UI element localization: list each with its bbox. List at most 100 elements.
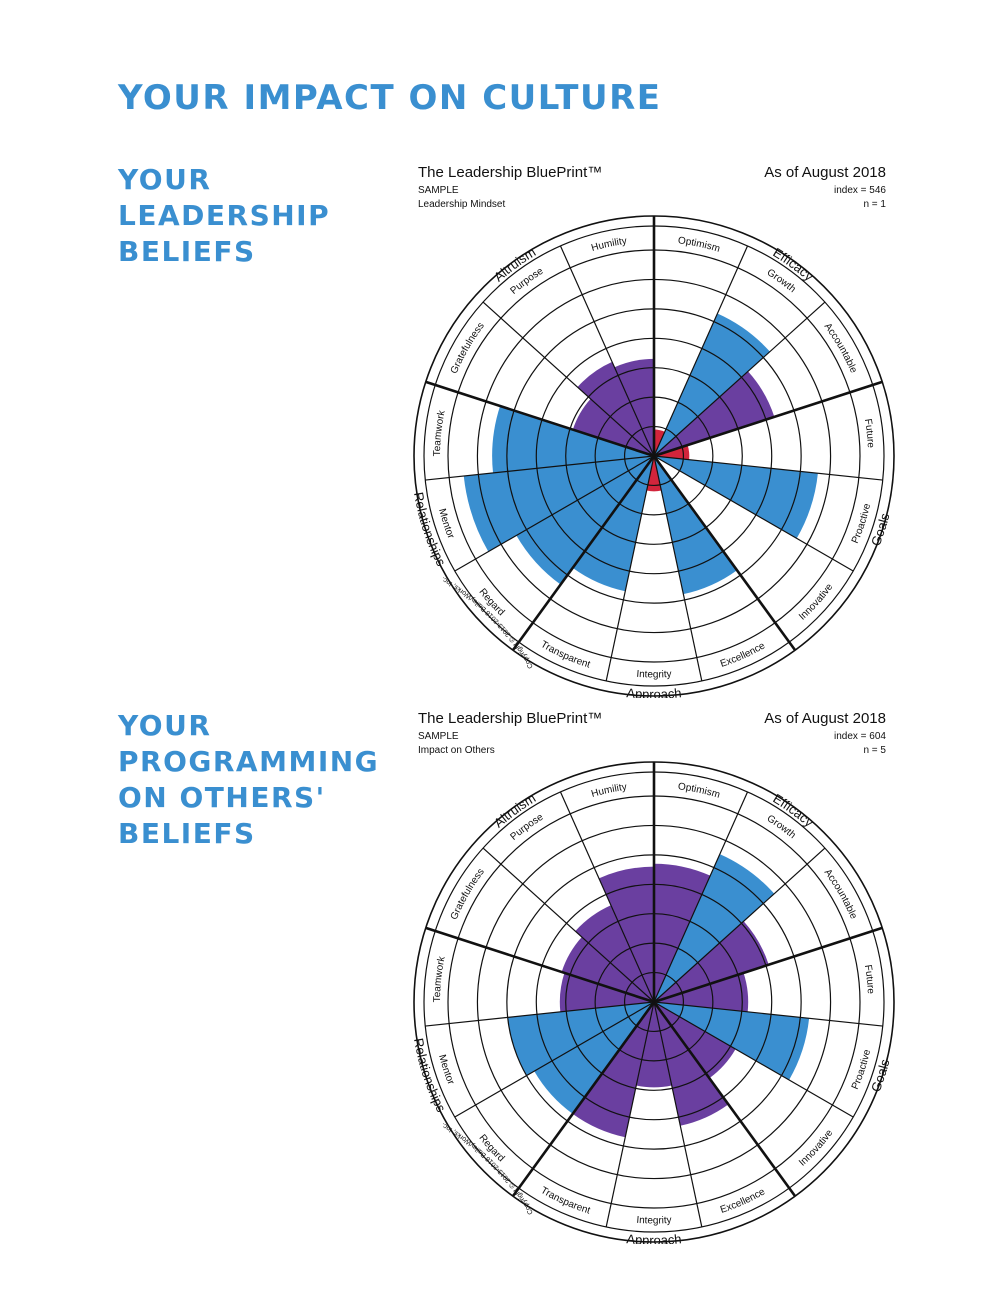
group-divider — [652, 455, 797, 651]
chart-n: n = 5 — [863, 745, 886, 756]
heading-line: LEADERSHIP — [118, 199, 331, 232]
segment-divider — [653, 455, 883, 481]
bar-accountable — [654, 921, 769, 1002]
segment-divider — [482, 847, 655, 1003]
segment-label: Integrity — [636, 669, 672, 681]
heading-line: BELIEFS — [118, 817, 256, 850]
segment-divider — [605, 455, 655, 682]
bar-integrity — [636, 1002, 672, 1088]
segment-divider — [653, 791, 749, 1003]
segment-divider — [605, 1001, 655, 1228]
bar-gratefulness — [572, 398, 654, 456]
segment-label: Transparent — [539, 1185, 592, 1217]
section-heading-leadership-beliefs: YOUR LEADERSHIP BELIEFS — [118, 162, 330, 270]
bars — [507, 854, 810, 1138]
segment-label: Teamwork — [432, 955, 448, 1003]
bar-transparent — [572, 1002, 654, 1138]
chart-subtitle: Impact on Others — [418, 745, 495, 756]
polar-wheel: OptimismGrowthAccountableEfficacyFutureP… — [412, 215, 895, 698]
group-divider — [653, 380, 883, 458]
group-divider — [511, 455, 656, 651]
group-divider — [425, 926, 655, 1004]
bar-gratefulness — [561, 937, 654, 1002]
section-heading-programming-beliefs: YOUR PROGRAMMING ON OTHERS' BELIEFS — [118, 708, 379, 852]
heading-line: PROGRAMMING — [118, 745, 380, 778]
chart-sample-label: SAMPLE — [418, 731, 459, 742]
segment-label: Humility — [590, 782, 627, 800]
chart-sample-label: SAMPLE — [418, 185, 459, 196]
segment-divider — [653, 1001, 883, 1027]
segment-label: Humility — [590, 236, 627, 254]
bar-excellence — [654, 1002, 729, 1126]
chart-date: As of August 2018 — [764, 710, 886, 727]
segment-divider — [653, 455, 703, 682]
segment-divider — [653, 1001, 854, 1118]
bar-innovative — [654, 1002, 736, 1079]
group-label: Approach — [626, 685, 682, 698]
segment-label: Mentor — [436, 1053, 456, 1086]
chart-date: As of August 2018 — [764, 164, 886, 181]
segment-divider — [653, 1001, 703, 1228]
bar-excellence — [654, 456, 738, 595]
bar-mentor — [463, 456, 654, 552]
heading-line: YOUR — [118, 709, 212, 742]
segment-divider — [482, 301, 655, 457]
group-label: Approach — [626, 1231, 682, 1244]
chart-n: n = 1 — [863, 199, 886, 210]
bar-growth — [654, 854, 775, 1002]
bar-regard — [516, 456, 654, 585]
segment-label: Mentor — [436, 507, 456, 540]
group-divider — [511, 1001, 656, 1197]
group-divider — [652, 1001, 797, 1197]
segment-divider — [653, 301, 826, 457]
bar-optimism — [654, 863, 711, 1002]
impact-on-others-chart: The Leadership BluePrint™ SAMPLE Impact … — [410, 710, 896, 1244]
segment-label: Innovative — [797, 1127, 836, 1168]
segment-divider — [425, 1001, 655, 1027]
segment-divider — [454, 455, 655, 572]
bar-transparent — [572, 456, 654, 592]
segment-divider — [653, 847, 826, 1003]
segment-label: Innovative — [797, 581, 836, 622]
chart-index: index = 604 — [834, 731, 886, 742]
segment-label: Integrity — [636, 1215, 672, 1227]
segment-label: Future — [862, 964, 876, 995]
bar-accountable — [654, 371, 775, 456]
bars — [463, 313, 818, 595]
group-divider — [653, 926, 883, 1004]
heading-line: YOUR — [118, 163, 212, 196]
segment-label: Excellence — [719, 1186, 768, 1216]
segment-divider — [425, 455, 655, 481]
segment-label: Future — [862, 418, 876, 449]
chart-index: index = 546 — [834, 185, 886, 196]
copyright-label: Copyright © 2013-2016 BaileyWorks, Inc. — [440, 575, 534, 669]
spokes — [425, 216, 883, 682]
segment-label: Excellence — [719, 640, 768, 670]
bar-future — [654, 972, 749, 1012]
chart-header: The Leadership BluePrint™ SAMPLE Leaders… — [410, 164, 896, 214]
chart-title: The Leadership BluePrint™ — [418, 710, 603, 727]
bar-teamwork — [559, 972, 654, 1012]
chart-header: The Leadership BluePrint™ SAMPLE Impact … — [410, 710, 896, 760]
page-title: YOUR IMPACT ON CULTURE — [118, 78, 662, 118]
chart-title: The Leadership BluePrint™ — [418, 164, 603, 181]
heading-line: BELIEFS — [118, 235, 256, 268]
spokes — [425, 762, 883, 1228]
group-divider — [425, 380, 655, 458]
bar-proactive — [654, 456, 818, 539]
bar-purpose — [577, 361, 654, 456]
bar-integrity — [646, 456, 662, 492]
leadership-mindset-chart: The Leadership BluePrint™ SAMPLE Leaders… — [410, 164, 896, 698]
bar-mentor — [507, 1002, 654, 1076]
segment-label: Teamwork — [432, 409, 448, 457]
bar-humility — [614, 358, 654, 456]
segment-divider — [653, 245, 749, 457]
bar-growth — [654, 313, 770, 456]
heading-line: ON OTHERS' — [118, 781, 326, 814]
polar-wheel: OptimismGrowthAccountableEfficacyFutureP… — [412, 761, 895, 1244]
copyright-label: Copyright © 2013-2016 BaileyWorks, Inc. — [440, 1121, 534, 1215]
segment-divider — [559, 791, 655, 1003]
bar-purpose — [575, 905, 654, 1002]
bar-teamwork — [492, 405, 654, 473]
segment-label: Transparent — [539, 639, 592, 671]
